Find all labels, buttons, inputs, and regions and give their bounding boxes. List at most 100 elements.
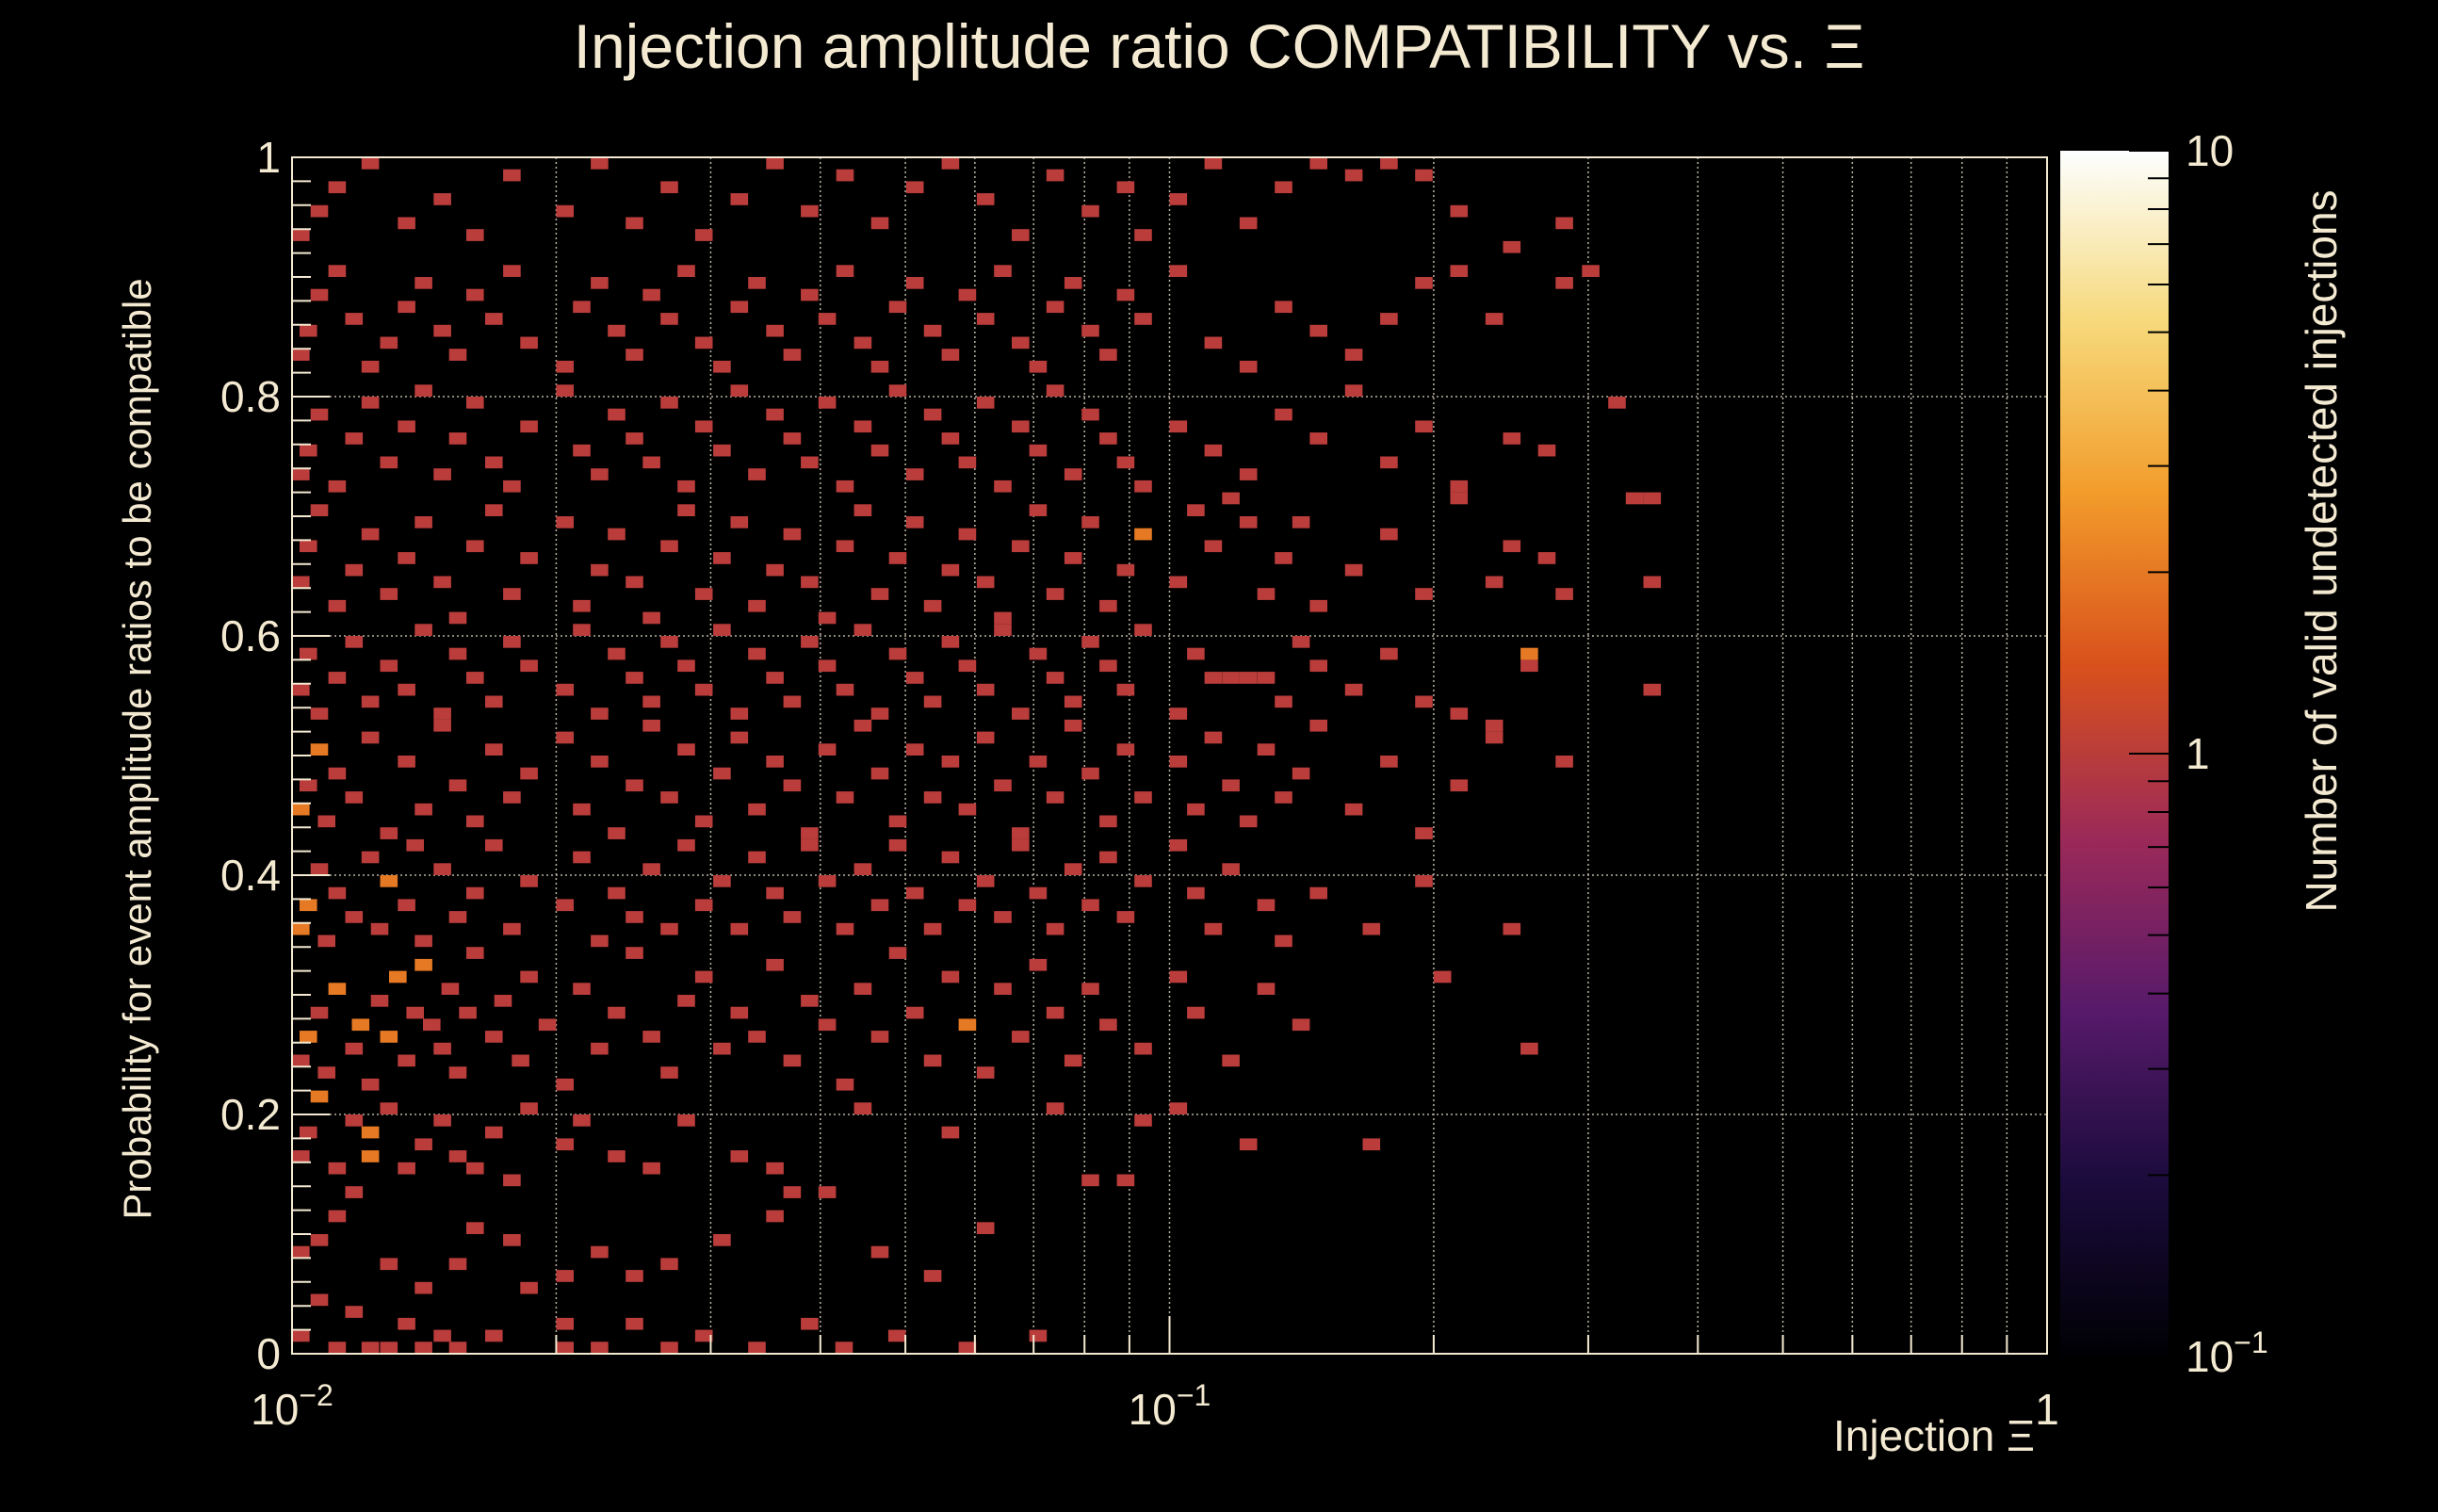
heatmap-cell — [748, 647, 766, 660]
heatmap-cell — [1275, 695, 1292, 708]
heatmap-cell — [1344, 563, 1363, 577]
heatmap-cell — [783, 695, 802, 708]
heatmap-cell — [730, 1150, 749, 1162]
heatmap-cell — [1187, 504, 1205, 516]
heatmap-cell — [1204, 336, 1223, 350]
heatmap-cell — [1116, 456, 1135, 469]
heatmap-cell — [1503, 240, 1521, 253]
heatmap-cell — [310, 743, 329, 756]
heatmap-cell — [923, 922, 942, 935]
heatmap-cell — [1643, 683, 1662, 696]
heatmap-cell — [1029, 647, 1048, 660]
heatmap-cell — [292, 1329, 310, 1342]
heatmap-cell — [1081, 899, 1099, 912]
heatmap-cell — [626, 911, 643, 923]
heatmap-cell — [1292, 767, 1310, 780]
heatmap-cell — [888, 552, 907, 564]
heatmap-cell — [573, 851, 591, 864]
heatmap-cell — [818, 743, 837, 756]
heatmap-cell — [660, 922, 678, 935]
heatmap-cell — [677, 480, 695, 493]
heatmap-cell — [1081, 983, 1099, 995]
heatmap-cell — [677, 659, 695, 673]
heatmap-cell — [888, 947, 907, 959]
heatmap-cell — [1292, 1018, 1310, 1032]
heatmap-cell — [801, 288, 819, 301]
heatmap-cell — [1415, 420, 1433, 433]
heatmap-cell — [328, 1162, 347, 1175]
heatmap-cell — [300, 444, 317, 457]
heatmap-cell — [1380, 756, 1398, 768]
heatmap-cell — [1239, 672, 1258, 684]
heatmap-cell — [573, 301, 591, 314]
heatmap-cell — [994, 265, 1012, 277]
heatmap-cell — [748, 277, 766, 289]
heatmap-cell — [1187, 647, 1205, 660]
heatmap-cell — [380, 1258, 398, 1271]
heatmap-cell — [801, 827, 819, 839]
heatmap-cell — [398, 217, 415, 230]
heatmap-cell — [380, 659, 398, 673]
heatmap-cell — [836, 480, 854, 493]
color-scale-label: 10−1 — [2186, 1325, 2268, 1381]
heatmap-cell — [660, 397, 678, 409]
heatmap-cell — [958, 456, 977, 469]
heatmap-cell — [1099, 659, 1117, 673]
heatmap-cell — [380, 875, 398, 887]
heatmap-cell — [503, 636, 521, 648]
heatmap-cell — [328, 1210, 347, 1223]
heatmap-cell — [345, 1042, 364, 1055]
heatmap-cell — [1555, 756, 1573, 768]
heatmap-cell — [660, 313, 678, 325]
heatmap-cell — [660, 1341, 678, 1354]
heatmap-cell — [1116, 683, 1135, 696]
heatmap-cell — [608, 1006, 626, 1019]
heatmap-cell — [433, 324, 451, 337]
heatmap-cell — [923, 1270, 942, 1282]
heatmap-cell — [976, 683, 995, 696]
heatmap-cell — [818, 659, 837, 673]
heatmap-cell — [994, 779, 1012, 792]
heatmap-cell — [853, 504, 872, 516]
heatmap-cell — [503, 1174, 521, 1187]
y-tick-label: 0.6 — [220, 611, 281, 660]
heatmap-cell — [520, 420, 538, 433]
heatmap-cell — [626, 432, 643, 445]
heatmap-cell — [414, 1138, 432, 1151]
heatmap-cell — [556, 1317, 574, 1330]
heatmap-cell — [888, 815, 907, 828]
heatmap-cell — [466, 1162, 484, 1175]
heatmap-cell — [958, 659, 977, 673]
heatmap-cell — [414, 277, 432, 289]
heatmap-cell — [976, 313, 995, 325]
heatmap-cells — [292, 157, 1662, 1354]
heatmap-cell — [1204, 444, 1223, 457]
heatmap-cell — [556, 360, 574, 373]
heatmap-cell — [1169, 576, 1188, 589]
heatmap-cell — [292, 922, 310, 935]
heatmap-cell — [801, 204, 819, 218]
heatmap-cell — [433, 576, 451, 589]
heatmap-cell — [608, 324, 626, 337]
heatmap-cell — [941, 157, 960, 170]
heatmap-cell — [485, 504, 503, 516]
heatmap-cell — [1187, 803, 1205, 816]
heatmap-cell — [591, 756, 609, 768]
heatmap-cell — [1537, 444, 1556, 457]
heatmap-cell — [485, 313, 503, 325]
heatmap-cell — [748, 851, 766, 864]
heatmap-cell — [328, 886, 347, 900]
heatmap-cell — [642, 611, 660, 625]
heatmap-cell — [730, 922, 749, 935]
heatmap-cell — [818, 313, 837, 325]
heatmap-cell — [1415, 277, 1433, 289]
heatmap-cell — [766, 408, 784, 421]
heatmap-cell — [328, 181, 347, 194]
heatmap-cell — [433, 707, 451, 720]
heatmap-cell — [1485, 719, 1503, 732]
heatmap-cell — [1046, 169, 1065, 182]
heatmap-cell — [414, 624, 432, 636]
heatmap-cell — [1169, 756, 1188, 768]
heatmap-cell — [1081, 204, 1099, 218]
heatmap-cell — [1169, 970, 1188, 984]
